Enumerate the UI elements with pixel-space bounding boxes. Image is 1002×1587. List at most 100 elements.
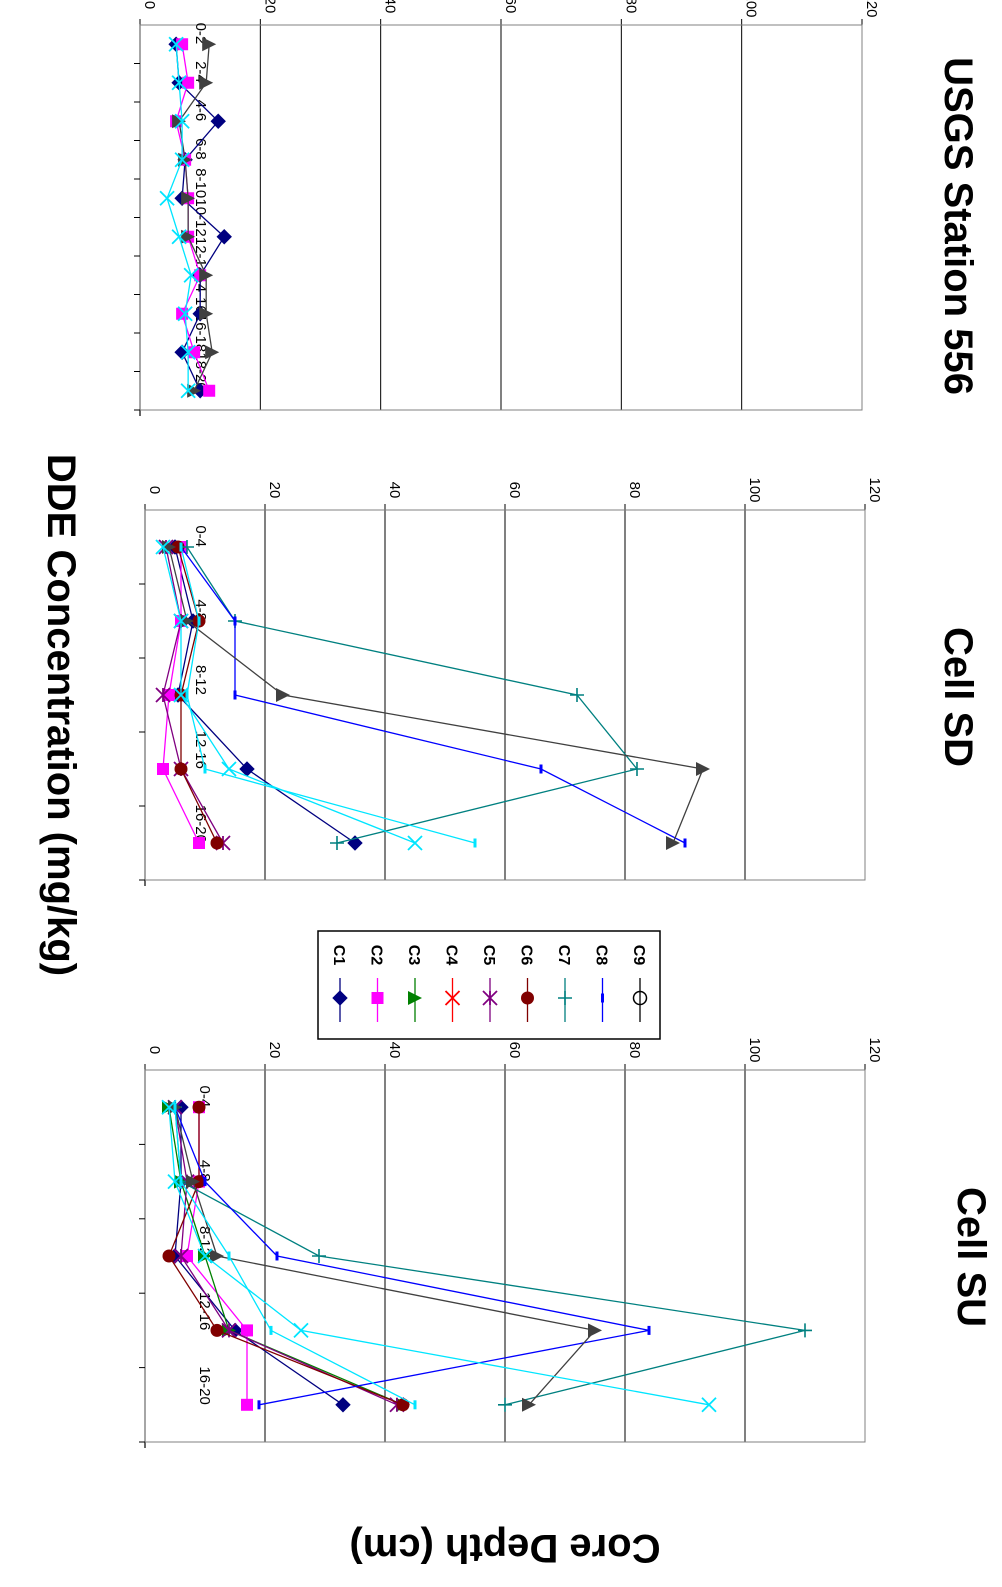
cell-su-series-5 — [162, 1100, 410, 1412]
cell-sd-series-6 — [179, 542, 687, 848]
cell-sd-panel: 0 20 40 60 80 100 1200-44-88-1212-1616-20Cell … — [139, 477, 980, 886]
cell-su-title: Cell SU — [949, 1187, 993, 1327]
y-axis-title: DDE Concentration (mg/kg) — [39, 454, 83, 976]
cell-su-data-point — [241, 1324, 253, 1337]
cell-sd-data-point — [157, 763, 169, 775]
cell-sd-data-point — [233, 690, 237, 700]
cell-su-data-point — [798, 1323, 812, 1338]
legend-marker — [332, 990, 348, 1006]
cell-sd-plot-area — [144, 509, 866, 881]
cell-sd-series-line — [180, 546, 476, 844]
cell-sd-data-point — [570, 688, 584, 702]
cell-sd-data-point — [666, 836, 680, 850]
cell-su-series-9 — [161, 1099, 717, 1413]
legend-label: C3 — [405, 945, 422, 966]
legend-marker — [408, 991, 422, 1005]
legend-marker — [601, 993, 604, 1003]
usgs-station-556-data-point — [180, 344, 196, 360]
legend-marker — [558, 991, 572, 1005]
cell-su-series-7 — [173, 1102, 651, 1410]
usgs-station-556-data-point — [180, 383, 196, 399]
cell-su-data-point — [269, 1325, 273, 1335]
cell-su-plot-area — [144, 1069, 866, 1443]
cell-su-data-point — [522, 1397, 536, 1412]
cell-sd-data-point — [630, 762, 644, 776]
usgs-station-556-value-tick-label: 120 — [863, 0, 880, 18]
usgs-station-556-category-label: 6-8 — [192, 138, 209, 160]
usgs-station-556-data-point — [177, 306, 193, 322]
cell-sd-data-point — [155, 687, 171, 703]
cell-su-series-line — [168, 1107, 710, 1406]
legend-marker — [444, 990, 461, 1006]
cell-su-value-tick-label: 60 — [506, 1042, 523, 1059]
legend-label: C1 — [330, 945, 347, 966]
usgs-station-556-data-point — [216, 229, 232, 245]
cell-sd-data-point — [174, 762, 188, 776]
cell-sd-data-point — [539, 764, 543, 774]
legend-entry-c9: C9 — [630, 945, 648, 1022]
cell-su-data-point — [210, 1249, 224, 1263]
cell-su-data-point — [210, 1323, 224, 1337]
usgs-station-556-data-point — [181, 191, 196, 206]
usgs-station-556-title: USGS Station 556 — [936, 57, 980, 395]
cell-su-data-point — [179, 1177, 183, 1187]
legend-label: C5 — [480, 945, 497, 966]
legend-label: C6 — [518, 945, 535, 966]
cell-su-data-point — [227, 1251, 231, 1261]
legend-entry-c4: C4 — [443, 945, 461, 1022]
usgs-station-556-value-tick-label: 100 — [743, 0, 760, 18]
cell-sd-value-tick-label: 120 — [866, 477, 883, 502]
legend-entry-c8: C8 — [593, 945, 610, 1022]
usgs-station-556-data-point — [203, 384, 216, 397]
usgs-station-556-panel: 0 20 40 60 80 100 1200-22-44-66-88-1010-1212-1… — [134, 0, 980, 416]
cell-sd-data-point — [210, 836, 224, 850]
cell-sd-data-point — [683, 838, 687, 848]
legend-entry-c3: C3 — [405, 945, 422, 1022]
legend-label: C4 — [443, 945, 460, 966]
cell-sd-category-label: 16-20 — [192, 805, 209, 843]
cell-sd-series-5 — [180, 540, 644, 850]
cell-sd-value-tick-label: 40 — [386, 482, 403, 499]
usgs-station-556-data-point — [182, 76, 195, 89]
usgs-station-556-category-label: 2-4 — [192, 61, 209, 83]
cell-sd-value-tick-label: 0 — [146, 486, 163, 494]
usgs-station-556-category-label: 10-12 — [192, 198, 209, 236]
cell-su-data-point — [701, 1397, 717, 1413]
x-axis-title: Core Depth (cm) — [349, 1526, 660, 1570]
cell-sd-data-point — [203, 764, 207, 774]
cell-sd-title: Cell SD — [936, 627, 980, 767]
cell-sd-category-label: 0-4 — [192, 525, 209, 547]
cell-sd-data-point — [173, 687, 189, 703]
cell-su-data-point — [203, 1177, 207, 1187]
legend-entry-c7: C7 — [555, 945, 572, 1022]
usgs-station-556-data-point — [174, 152, 190, 168]
usgs-station-556-data-point — [172, 114, 187, 129]
cell-sd-series-line — [180, 546, 686, 844]
usgs-station-556-series-4 — [159, 36, 199, 399]
cell-sd-data-point — [185, 690, 189, 700]
cell-sd-data-point — [163, 689, 175, 701]
usgs-station-556-data-point — [183, 267, 199, 283]
legend-marker — [482, 990, 498, 1006]
cell-su-value-tick-label: 80 — [626, 1042, 643, 1059]
usgs-station-556-data-point — [171, 229, 187, 245]
cell-sd-data-point — [233, 616, 237, 626]
cell-su-data-point — [173, 1248, 189, 1264]
cell-su-value-tick-label: 100 — [746, 1037, 763, 1062]
cell-su-data-point — [498, 1397, 512, 1412]
cell-su-data-point — [588, 1323, 602, 1338]
cell-su-category-label: 16-20 — [196, 1366, 213, 1404]
cell-sd-data-point — [276, 688, 290, 702]
usgs-station-556-series-line — [166, 44, 192, 391]
cell-su-data-point — [161, 1099, 177, 1115]
cell-su-data-point — [167, 1173, 183, 1190]
usgs-station-556-data-point — [174, 113, 190, 129]
usgs-station-556-category-label: 4-6 — [192, 100, 209, 122]
cell-su-series-line — [174, 1106, 650, 1406]
legend-entry-c1: C1 — [330, 945, 348, 1022]
usgs-station-556-value-tick-label: 80 — [622, 0, 639, 13]
legend-marker — [521, 991, 534, 1005]
cell-sd-data-point — [193, 837, 205, 849]
cell-su-data-point — [197, 1248, 213, 1264]
usgs-station-556-data-point — [159, 190, 175, 206]
